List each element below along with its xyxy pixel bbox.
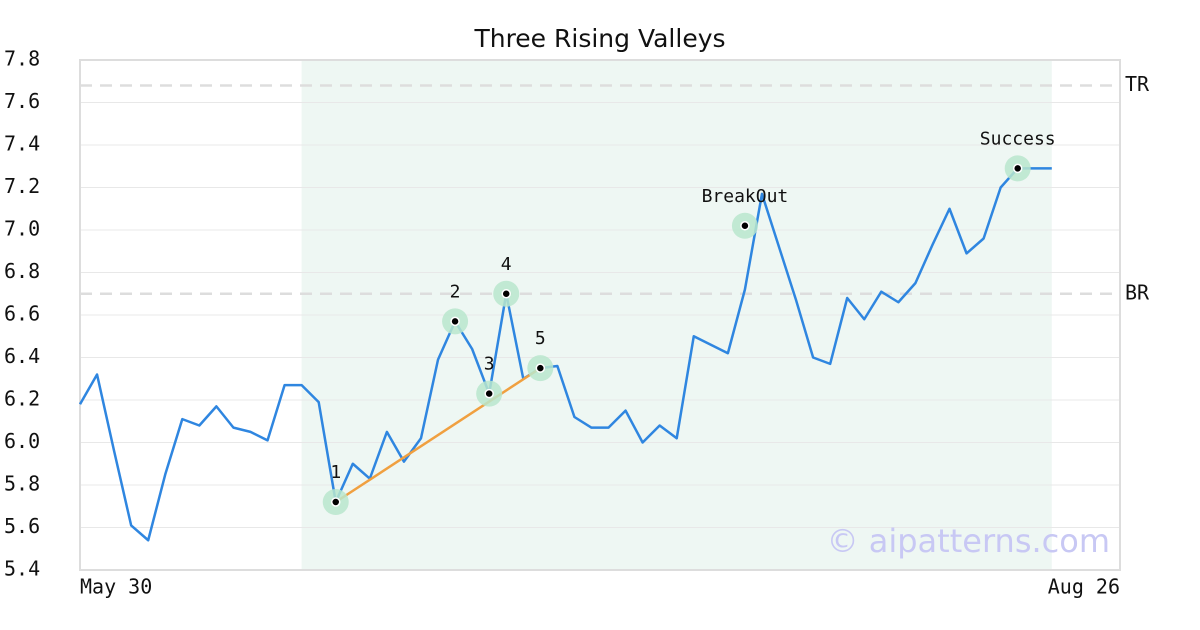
- marker-label: Success: [980, 128, 1056, 149]
- plot-frame: [79, 59, 1121, 571]
- y-tick-label: 7.8: [4, 47, 40, 71]
- marker-label: 3: [484, 354, 495, 375]
- marker-dot: [740, 221, 750, 231]
- y-tick-label: 5.8: [4, 472, 40, 496]
- reference-label: TR: [1125, 72, 1150, 96]
- y-tick-label: 6.4: [4, 344, 40, 368]
- reference-label: BR: [1125, 280, 1150, 304]
- marker-dot: [535, 363, 546, 373]
- watermark: © aipatterns.com: [827, 522, 1110, 560]
- marker-label: 5: [535, 328, 546, 349]
- y-tick-label: 6.8: [4, 259, 40, 283]
- marker-dot: [484, 388, 494, 399]
- y-tick-label: 7.0: [4, 217, 40, 241]
- y-tick-label: 5.6: [4, 514, 40, 538]
- marker-dot: [501, 289, 511, 299]
- marker-dot: [330, 497, 341, 507]
- marker-dot: [450, 316, 460, 327]
- marker-label: 1: [330, 462, 341, 483]
- x-tick-label: May 30: [80, 575, 152, 599]
- trendline: [335, 367, 542, 504]
- y-tick-label: 5.4: [4, 557, 40, 581]
- y-tick-label: 6.2: [4, 387, 40, 411]
- marker-dot: [1012, 163, 1023, 174]
- y-tick-label: 7.4: [4, 132, 40, 156]
- y-tick-label: 6.6: [4, 302, 40, 326]
- y-tick-label: 7.6: [4, 89, 40, 113]
- chart-title: Three Rising Valleys: [473, 24, 725, 53]
- y-tick-label: 7.2: [4, 174, 40, 198]
- marker-label: 2: [450, 281, 461, 302]
- marker-label: 4: [501, 254, 512, 275]
- y-tick-label: 6.0: [4, 429, 40, 453]
- marker-label: BreakOut: [702, 186, 789, 207]
- price-line: [78, 167, 1052, 542]
- x-tick-label: Aug 26: [1048, 575, 1120, 599]
